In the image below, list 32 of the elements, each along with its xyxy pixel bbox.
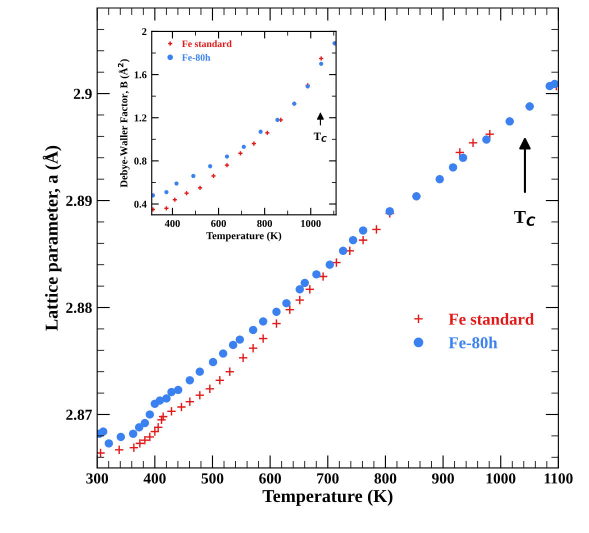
y-tick-label: 2.9 <box>74 88 92 100</box>
legend-label: Fe standard <box>182 40 232 48</box>
legend-label: Fe standard <box>448 313 534 325</box>
x-tick-label: 900 <box>432 473 454 484</box>
y-tick-label: 0.4 <box>134 200 147 208</box>
y-tick-label: 1.2 <box>134 114 146 122</box>
y-tick-label: 2.88 <box>66 302 92 314</box>
y-tick-label: 2.89 <box>66 196 92 206</box>
x-tick-label: 1000 <box>301 220 321 227</box>
x-axis-title: Temperature (K) <box>262 489 392 506</box>
x-tick-label: 800 <box>257 220 272 227</box>
x-tick-label: 700 <box>317 473 339 484</box>
x-tick-label: 400 <box>144 473 166 484</box>
x-tick-label: 300 <box>86 473 108 484</box>
legend-label: Fe-80h <box>182 54 210 61</box>
x-tick-label: 500 <box>202 473 224 484</box>
y-axis-title: Lattice parameter, a (Å) <box>42 146 62 331</box>
x-tick-label: 400 <box>164 220 180 227</box>
y-tick-label: 2 <box>142 28 146 36</box>
y-axis-title: Debye-Waller Factor, B (Å$^{2}$) <box>118 59 130 188</box>
x-axis-title: Temperature (K) <box>206 232 282 242</box>
annotation: T$_{C}$ <box>314 132 327 142</box>
y-tick-label: 1.6 <box>134 71 147 78</box>
x-tick-label: 800 <box>374 473 396 484</box>
legend-label: Fe-80h <box>448 336 498 348</box>
y-tick-label: 2.87 <box>66 410 92 420</box>
y-tick-label: 0.8 <box>134 158 147 165</box>
x-tick-label: 1000 <box>486 473 516 484</box>
x-tick-label: 600 <box>259 473 282 484</box>
x-tick-label: 600 <box>211 220 226 227</box>
x-tick-label: 1100 <box>544 473 573 484</box>
annotation: T$_{C}$ <box>514 211 536 226</box>
